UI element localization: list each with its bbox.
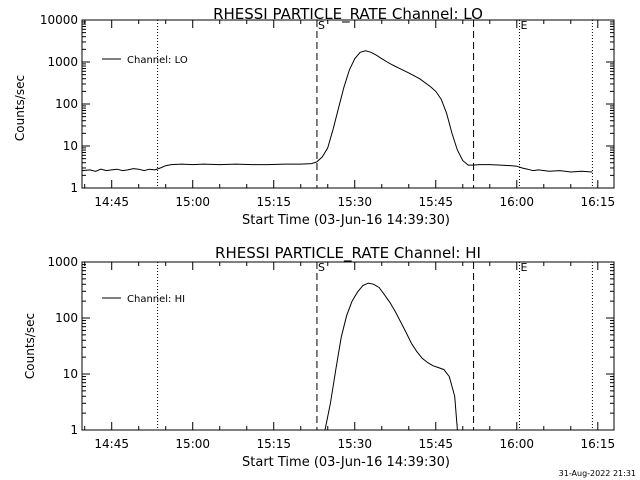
y-axis-label: Counts/sec — [13, 75, 27, 141]
x-tick-label: 14:45 — [94, 437, 129, 451]
time-marker-label: S — [318, 261, 325, 274]
y-tick-label: 10000 — [40, 13, 78, 27]
x-tick-label: 15:45 — [418, 437, 453, 451]
x-tick-label: 16:00 — [499, 195, 534, 209]
x-tick-label: 15:15 — [256, 437, 291, 451]
chart-title: RHESSI PARTICLE_RATE Channel: HI — [215, 244, 481, 263]
series-line — [324, 282, 458, 431]
x-tick-label: 15:45 — [418, 195, 453, 209]
y-tick-label: 1000 — [47, 55, 78, 69]
y-tick-label: 1 — [70, 423, 78, 437]
x-tick-label: 15:00 — [175, 437, 210, 451]
time-marker-label: S — [318, 19, 325, 32]
y-tick-label: 100 — [55, 311, 78, 325]
plot-frame — [81, 261, 615, 431]
time-marker-label: E — [520, 261, 527, 274]
x-tick-label: 15:30 — [337, 195, 372, 209]
y-tick-label: 100 — [55, 97, 78, 111]
y-axis-label: Counts/sec — [23, 313, 37, 379]
x-tick-label: 16:15 — [581, 195, 616, 209]
x-tick-label: 16:15 — [581, 437, 616, 451]
series-line — [81, 50, 593, 173]
y-tick-label: 1000 — [47, 255, 78, 269]
x-tick-label: 16:00 — [499, 437, 534, 451]
panel-channel-hi: RHESSI PARTICLE_RATE Channel: HI Start T… — [23, 244, 615, 470]
y-tick-label: 10 — [63, 367, 78, 381]
y-tick-label: 1 — [70, 181, 78, 195]
x-tick-label: 15:15 — [256, 195, 291, 209]
x-axis-label: Start Time (03-Jun-16 14:39:30) — [242, 213, 450, 228]
x-tick-label: 15:00 — [175, 195, 210, 209]
timestamp-label: 31-Aug-2022 21:31 — [559, 469, 636, 478]
time-marker-label: E — [520, 19, 527, 32]
panel-channel-lo: RHESSI PARTICLE_RATE Channel: LO Start T… — [13, 5, 615, 228]
legend-label: Channel: HI — [127, 294, 185, 305]
legend: Channel: HI — [102, 294, 185, 305]
x-axis-label: Start Time (03-Jun-16 14:39:30) — [242, 455, 450, 470]
x-tick-label: 15:30 — [337, 437, 372, 451]
legend: Channel: LO — [102, 55, 188, 66]
legend-label: Channel: LO — [127, 55, 188, 66]
y-tick-label: 10 — [63, 139, 78, 153]
chart-title: RHESSI PARTICLE_RATE Channel: LO — [213, 5, 483, 24]
x-tick-label: 14:45 — [94, 195, 129, 209]
